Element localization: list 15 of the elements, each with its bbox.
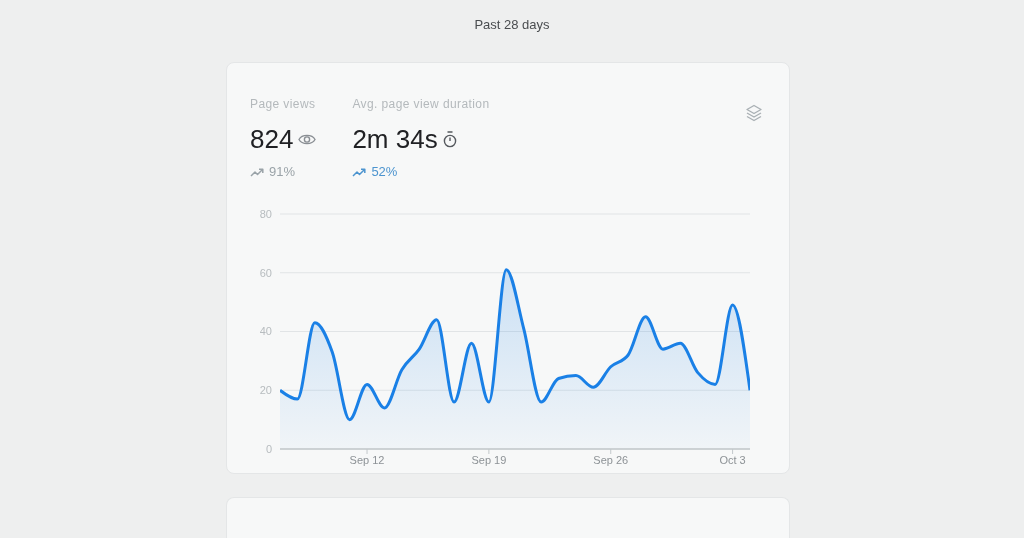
- x-tick-label: Sep 12: [349, 453, 385, 466]
- text: 52%: [371, 164, 398, 180]
- y-tick-label: 20: [259, 384, 272, 397]
- text: 91%: [269, 164, 296, 180]
- text: Page views: [250, 96, 317, 112]
- x-tick-label: Sep 19: [471, 453, 507, 466]
- chart-title: Past 28 days: [473, 17, 551, 32]
- text: 2m 34s: [352, 124, 438, 154]
- x-tick-label: Oct 3: [719, 453, 746, 466]
- y-tick-label: 40: [259, 325, 272, 338]
- text: Avg. page view duration: [352, 96, 490, 112]
- y-tick-label: 60: [259, 266, 272, 279]
- x-tick-label: Sep 26: [593, 453, 629, 466]
- y-tick-label: 80: [259, 207, 272, 220]
- text: 824: [250, 124, 294, 154]
